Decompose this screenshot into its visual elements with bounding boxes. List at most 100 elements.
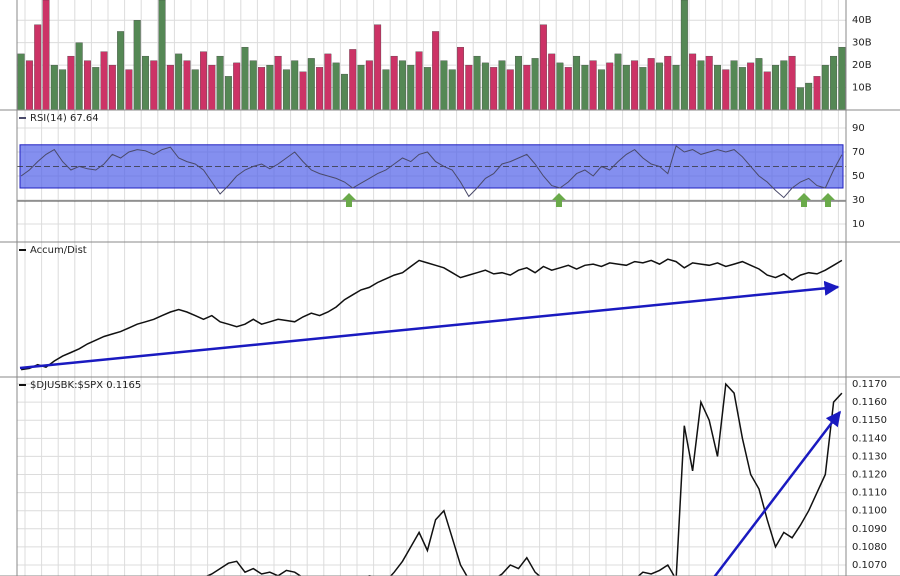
volume-bar: [830, 55, 838, 110]
y-tick-label: 0.1080: [852, 542, 887, 553]
volume-bar: [92, 67, 100, 110]
volume-bar: [249, 60, 257, 110]
line: [205, 382, 843, 576]
volume-bar: [664, 55, 672, 110]
volume-bar: [589, 60, 597, 110]
y-tick-label: 10: [852, 219, 865, 230]
volume-bar: [473, 55, 481, 110]
volume-bar: [340, 73, 348, 110]
volume-bar: [581, 64, 589, 110]
volume-bar: [349, 49, 357, 110]
volume-bar: [539, 24, 547, 110]
line: [20, 258, 843, 371]
volume-bar: [415, 51, 423, 110]
volume-bar: [216, 55, 224, 110]
panel-title: $DJUSBK:$SPX 0.1165: [30, 380, 141, 391]
volume-bar: [307, 58, 315, 110]
y-tick-label: 0.1170: [852, 379, 887, 390]
volume-bar: [282, 69, 290, 110]
volume-bar: [788, 55, 796, 110]
volume-bar: [158, 0, 166, 110]
volume-bar: [423, 67, 431, 110]
volume-bar: [440, 60, 448, 110]
annotations: [19, 193, 841, 576]
volume-bar: [108, 64, 116, 110]
up-arrow: [342, 193, 356, 207]
volume-bar: [241, 46, 249, 110]
volume-bar: [432, 31, 440, 110]
volume-bar: [755, 58, 763, 110]
volume-bar: [142, 55, 149, 110]
up-arrow: [552, 193, 566, 207]
volume-bar: [125, 69, 133, 110]
volume-bar: [821, 64, 829, 110]
volume-bar: [639, 67, 647, 110]
volume-bar: [175, 53, 183, 110]
volume-bar: [523, 64, 531, 110]
y-tick-label: 0.1100: [852, 506, 887, 517]
trend-arrow: [19, 280, 840, 370]
y-tick-label: 30B: [852, 38, 872, 49]
volume-bar: [399, 60, 406, 110]
volume-bar: [622, 64, 630, 110]
volume-bar: [374, 24, 382, 110]
volume-bar: [614, 53, 622, 110]
volume-bar: [573, 55, 581, 110]
volume-bar: [291, 60, 299, 110]
volume-bar: [166, 64, 174, 110]
y-tick-label: 0.1150: [852, 415, 887, 426]
grid-layer: [17, 0, 846, 576]
volume-bar: [597, 69, 605, 110]
volume-bar: [564, 67, 572, 110]
y-tick-label: 90: [852, 123, 865, 134]
volume-bar: [17, 53, 25, 110]
volume-bar: [796, 87, 804, 110]
volume-bar: [714, 64, 721, 110]
volume-bar: [490, 67, 498, 110]
volume-bar: [34, 24, 42, 110]
volume-bar: [805, 82, 813, 110]
volume-bar: [316, 67, 324, 110]
volume-bar: [738, 67, 746, 110]
volume-bar: [780, 60, 788, 110]
volume-bar: [556, 62, 564, 110]
volume-bar: [100, 51, 108, 110]
volume-bar: [813, 76, 821, 110]
y-tick-label: 0.1070: [852, 560, 887, 571]
volume-bar: [83, 60, 91, 110]
volume-bar: [75, 42, 83, 110]
volume-bar: [631, 60, 639, 110]
volume-bar: [357, 64, 365, 110]
y-tick-label: 20B: [852, 60, 872, 71]
volume-bar: [548, 53, 556, 110]
volume-bar: [705, 55, 713, 110]
y-tick-label: 40B: [852, 15, 872, 26]
up-arrow: [821, 193, 835, 207]
volume-bar: [448, 69, 456, 110]
volume-bar: [67, 55, 75, 110]
volume-bar: [133, 20, 141, 110]
volume-bar: [606, 62, 614, 110]
volume-bar: [117, 31, 125, 110]
volume-bar: [183, 60, 191, 110]
volume-bar: [208, 64, 216, 110]
volume-bar: [722, 69, 730, 110]
volume-bar: [324, 53, 332, 110]
volume-bar: [382, 69, 390, 110]
up-arrow: [797, 193, 811, 207]
volume-bar: [224, 76, 232, 110]
volume-bar: [274, 55, 282, 110]
volume-bar: [258, 67, 266, 110]
volume-bar: [763, 71, 771, 110]
signal-arrows: [342, 193, 835, 207]
trend-arrow: [713, 410, 841, 576]
volume-bar: [680, 0, 688, 110]
y-tick-label: 0.1140: [852, 433, 887, 444]
volume-bar: [59, 69, 67, 110]
volume-bar: [772, 64, 780, 110]
volume-bar: [465, 64, 473, 110]
volume-bar: [266, 64, 274, 110]
volume-bar: [200, 51, 207, 110]
volume-bar: [457, 46, 464, 110]
